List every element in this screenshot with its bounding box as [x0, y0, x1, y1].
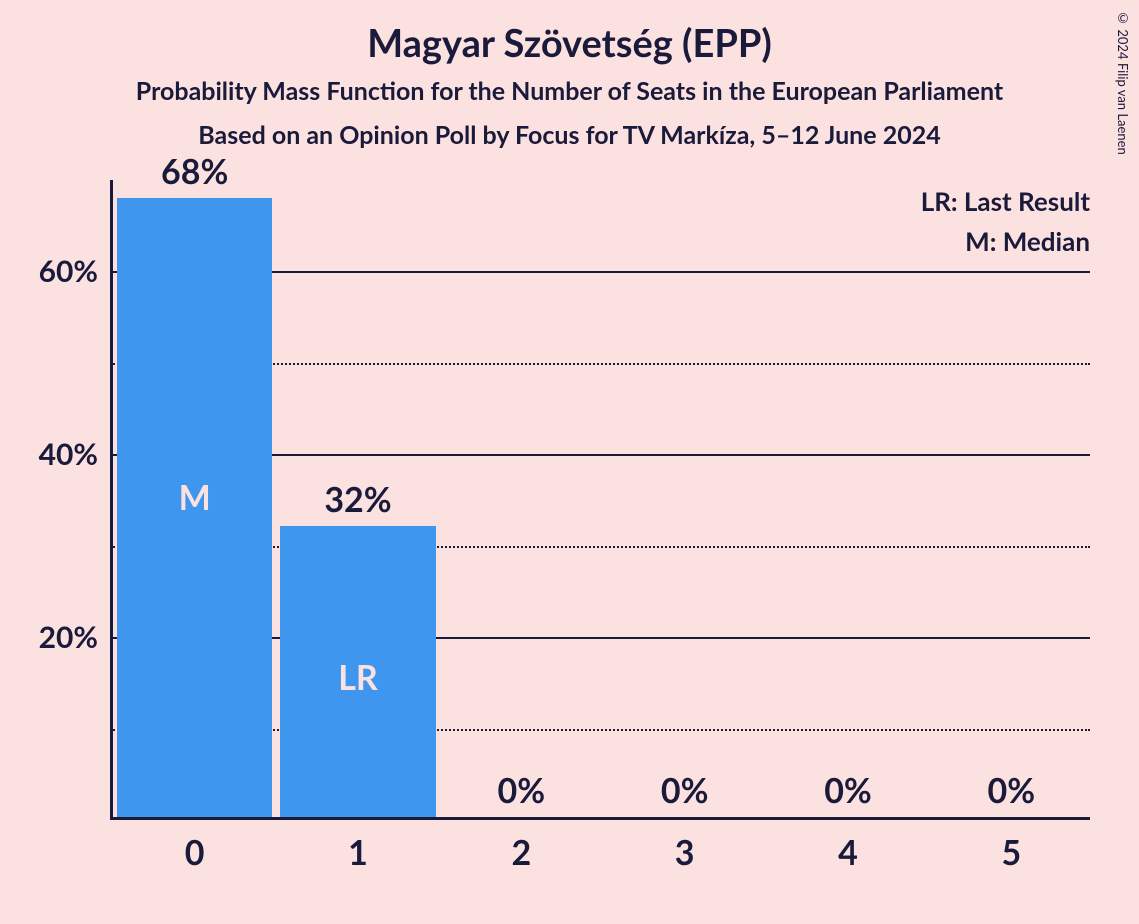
x-tick-label: 0 [185, 832, 205, 873]
x-tick-label: 4 [838, 832, 858, 873]
bar-value-label: 0% [498, 770, 546, 811]
chart-plot-area: 68%M32%LR0%0%0%0% LR: Last Result M: Med… [110, 180, 1090, 820]
y-tick-label: 20% [39, 619, 98, 655]
bar-inner-label: M [179, 477, 211, 518]
x-tick-label: 2 [511, 832, 531, 873]
chart-subtitle-2: Based on an Opinion Poll by Focus for TV… [0, 120, 1139, 150]
bar: 68%M [117, 198, 272, 817]
chart-title: Magyar Szövetség (EPP) [0, 0, 1139, 66]
bar-value-label: 32% [324, 479, 391, 520]
legend-median: M: Median [965, 225, 1090, 257]
copyright-text: © 2024 Filip van Laenen [1115, 10, 1131, 155]
y-tick-label: 40% [39, 436, 98, 472]
x-axis [110, 817, 1090, 820]
x-tick-label: 1 [348, 832, 368, 873]
x-tick-label: 5 [1001, 832, 1021, 873]
bar-value-label: 0% [661, 770, 709, 811]
bar-inner-label: LR [338, 657, 378, 698]
y-axis [110, 180, 113, 820]
bar-value-label: 68% [161, 151, 228, 192]
bar-value-label: 0% [824, 770, 872, 811]
legend-last-result: LR: Last Result [921, 185, 1090, 217]
bar: 32%LR [280, 526, 435, 817]
chart-container: © 2024 Filip van Laenen Magyar Szövetség… [0, 0, 1139, 924]
bar-value-label: 0% [988, 770, 1036, 811]
chart-subtitle-1: Probability Mass Function for the Number… [0, 76, 1139, 106]
x-tick-label: 3 [675, 832, 695, 873]
y-tick-label: 60% [39, 253, 98, 289]
